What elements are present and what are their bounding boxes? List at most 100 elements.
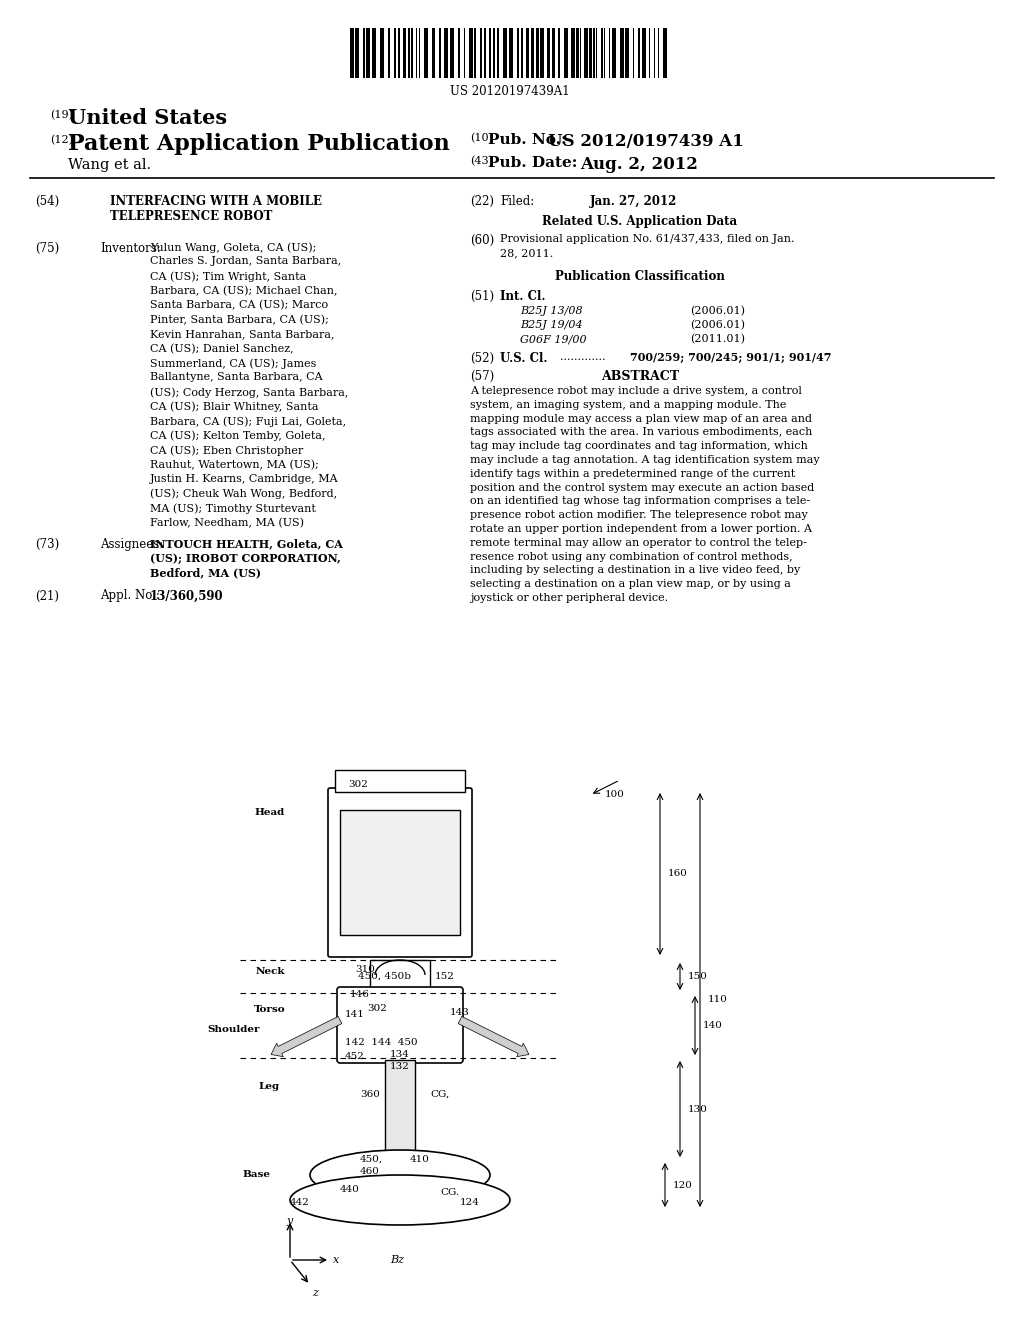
Text: CA (US); Kelton Temby, Goleta,: CA (US); Kelton Temby, Goleta, [150, 430, 326, 441]
Text: Patent Application Publication: Patent Application Publication [68, 133, 450, 154]
Text: B25J 13/08: B25J 13/08 [520, 306, 583, 315]
Text: Filed:: Filed: [500, 195, 535, 209]
Bar [340, 810, 460, 935]
Text: MA (US); Timothy Sturtevant: MA (US); Timothy Sturtevant [150, 503, 315, 513]
Text: CG.: CG. [440, 1188, 459, 1197]
Text: Summerland, CA (US); James: Summerland, CA (US); James [150, 358, 316, 368]
Bar [451, 28, 455, 78]
Bar [642, 28, 646, 78]
Text: y: y [287, 1216, 293, 1226]
Bar [604, 28, 605, 78]
Text: B25J 19/04: B25J 19/04 [520, 319, 583, 330]
Ellipse shape [290, 1175, 510, 1225]
Text: 141: 141 [345, 1010, 365, 1019]
Bar [385, 1060, 415, 1160]
Text: (US); Cody Herzog, Santa Barbara,: (US); Cody Herzog, Santa Barbara, [150, 387, 348, 397]
Text: Aug. 2, 2012: Aug. 2, 2012 [580, 156, 698, 173]
Text: selecting a destination on a plan view map, or by using a: selecting a destination on a plan view m… [470, 579, 791, 589]
Bar [474, 28, 475, 78]
Text: on an identified tag whose tag information comprises a tele-: on an identified tag whose tag informati… [470, 496, 810, 507]
Text: Barbara, CA (US); Michael Chan,: Barbara, CA (US); Michael Chan, [150, 285, 338, 296]
Text: 143: 143 [450, 1008, 470, 1016]
Text: (19): (19) [50, 110, 73, 120]
Text: 450,: 450, [360, 1155, 383, 1164]
Bar [517, 28, 519, 78]
Text: 132: 132 [390, 1063, 410, 1071]
Text: 28, 2011.: 28, 2011. [500, 248, 553, 257]
Text: 700/259; 700/245; 901/1; 901/47: 700/259; 700/245; 901/1; 901/47 [630, 352, 831, 363]
Bar [432, 28, 434, 78]
Text: INTERFACING WITH A MOBILE: INTERFACING WITH A MOBILE [110, 195, 322, 209]
Text: 142  144  450: 142 144 450 [345, 1038, 418, 1047]
Bar [601, 28, 602, 78]
Text: Pub. Date:: Pub. Date: [488, 156, 578, 170]
Bar [493, 28, 496, 78]
Text: 452: 452 [345, 1052, 365, 1061]
FancyArrow shape [271, 1016, 342, 1057]
Text: Assignees:: Assignees: [100, 539, 163, 550]
Text: (51): (51) [470, 290, 495, 304]
Text: Jan. 27, 2012: Jan. 27, 2012 [590, 195, 677, 209]
Bar [509, 28, 513, 78]
Text: Wang et al.: Wang et al. [68, 158, 152, 172]
Text: (US); Cheuk Wah Wong, Bedford,: (US); Cheuk Wah Wong, Bedford, [150, 488, 337, 499]
Text: 442: 442 [290, 1199, 310, 1206]
Bar [488, 28, 492, 78]
Text: (60): (60) [470, 234, 495, 247]
Text: Int. Cl.: Int. Cl. [500, 290, 546, 304]
Text: may include a tag annotation. A tag identification system may: may include a tag annotation. A tag iden… [470, 455, 819, 465]
Bar [479, 28, 482, 78]
Bar [541, 28, 545, 78]
Bar [526, 28, 528, 78]
Text: Torso: Torso [253, 1005, 285, 1014]
Text: Rauhut, Watertown, MA (US);: Rauhut, Watertown, MA (US); [150, 459, 318, 470]
Text: Pinter, Santa Barbara, CA (US);: Pinter, Santa Barbara, CA (US); [150, 314, 329, 325]
Text: 410: 410 [410, 1155, 430, 1164]
Bar [580, 28, 582, 78]
Text: joystick or other peripheral device.: joystick or other peripheral device. [470, 593, 668, 603]
Text: G06F 19/00: G06F 19/00 [520, 334, 587, 345]
Bar [443, 28, 447, 78]
Text: 134: 134 [390, 1049, 410, 1059]
Text: (57): (57) [470, 370, 495, 383]
Bar [558, 28, 560, 78]
Bar [402, 28, 406, 78]
Text: 130: 130 [688, 1105, 708, 1114]
Bar [590, 28, 592, 78]
Text: Related U.S. Application Data: Related U.S. Application Data [543, 215, 737, 228]
Text: CG,: CG, [430, 1090, 450, 1100]
Text: including by selecting a destination in a live video feed, by: including by selecting a destination in … [470, 565, 800, 576]
Text: (US); IROBOT CORPORATION,: (US); IROBOT CORPORATION, [150, 553, 341, 564]
Text: CA (US); Blair Whitney, Santa: CA (US); Blair Whitney, Santa [150, 401, 318, 412]
Bar [409, 28, 410, 78]
Text: 124: 124 [460, 1199, 480, 1206]
Bar [609, 28, 610, 78]
Bar [364, 28, 365, 78]
Bar [416, 28, 418, 78]
Text: TELEPRESENCE ROBOT: TELEPRESENCE ROBOT [110, 210, 272, 223]
Text: Farlow, Needham, MA (US): Farlow, Needham, MA (US) [150, 517, 304, 528]
Text: Charles S. Jordan, Santa Barbara,: Charles S. Jordan, Santa Barbara, [150, 256, 341, 267]
Bar [611, 28, 615, 78]
Ellipse shape [310, 1150, 490, 1200]
Text: Bz: Bz [390, 1255, 404, 1265]
Bar [380, 28, 384, 78]
Text: 140: 140 [703, 1020, 723, 1030]
Text: CA (US); Daniel Sanchez,: CA (US); Daniel Sanchez, [150, 343, 294, 354]
Bar [570, 28, 574, 78]
Text: Appl. No.:: Appl. No.: [100, 590, 160, 602]
Text: z: z [312, 1288, 317, 1298]
Text: tags associated with the area. In various embodiments, each: tags associated with the area. In variou… [470, 428, 812, 437]
Text: (21): (21) [35, 590, 59, 602]
Text: identify tags within a predetermined range of the current: identify tags within a predetermined ran… [470, 469, 796, 479]
Text: (22): (22) [470, 195, 494, 209]
Bar [419, 28, 420, 78]
Bar [638, 28, 640, 78]
Text: (52): (52) [470, 352, 495, 366]
Text: system, an imaging system, and a mapping module. The: system, an imaging system, and a mapping… [470, 400, 786, 409]
Text: Leg: Leg [259, 1082, 280, 1092]
Text: 110: 110 [708, 995, 728, 1005]
Text: Pub. No.:: Pub. No.: [488, 133, 571, 147]
Text: 310: 310 [355, 965, 375, 974]
Bar [620, 28, 624, 78]
